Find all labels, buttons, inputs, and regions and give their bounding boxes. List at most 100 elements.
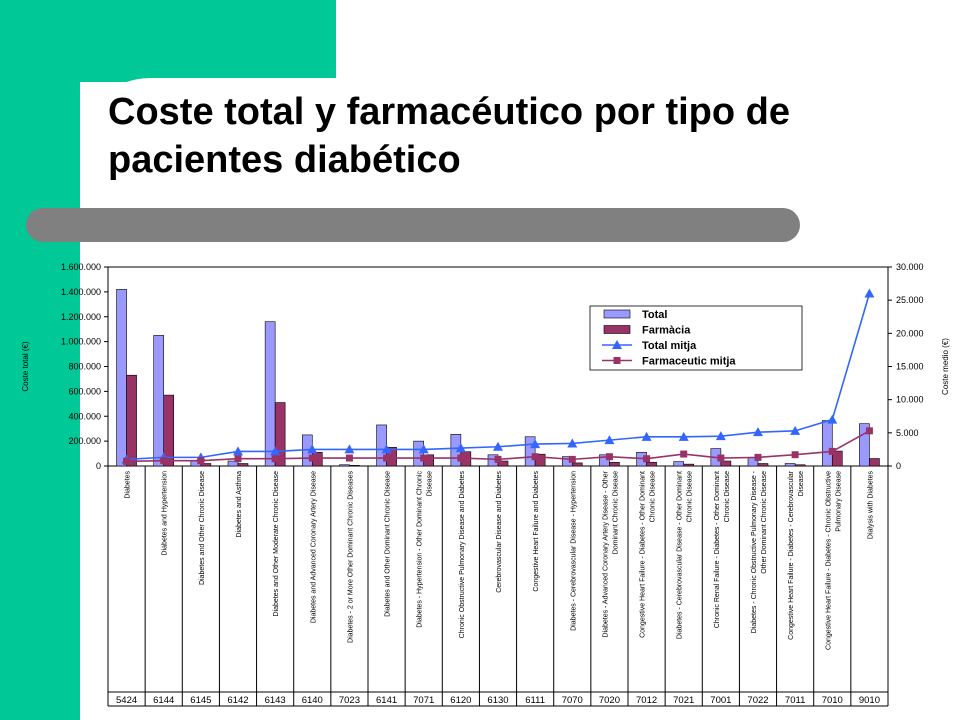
x-category-label: Chronic Renal Failure - Diabetes - Other…	[714, 471, 731, 628]
legend-label: Farmaceutic mitja	[642, 356, 736, 368]
bar-farmacia	[683, 463, 695, 467]
bar-farmacia	[609, 461, 620, 467]
x-category-label-line: Chronic Disease	[650, 471, 657, 522]
y-tick-label: 0	[96, 461, 101, 471]
title-underline-bar	[26, 208, 800, 242]
total-mitja-point	[790, 425, 801, 435]
x-category-label: Diabetes - Cerebrovascular Disease - Hyp…	[570, 471, 577, 631]
x-category-label-line: Diabetes and Asthma	[236, 471, 243, 538]
x-category-label-line: Other Dominant Chronic Disease	[761, 471, 768, 574]
x-code-label: 6145	[190, 695, 211, 706]
bar-farmacia	[163, 394, 175, 467]
farma-mitja-point	[791, 451, 799, 459]
bar-total	[821, 420, 833, 467]
x-category-label-line: Diabetes - Cerebrovascular Disease - Hyp…	[570, 471, 577, 631]
x-category-label: Diabetes and Advanced Coronary Artery Di…	[310, 471, 317, 623]
bar-farmacia	[126, 374, 137, 467]
bar-farmacia	[869, 458, 880, 467]
x-category-label-line: Diabetes and Advanced Coronary Artery Di…	[310, 471, 317, 623]
bar-farmacia	[237, 463, 249, 467]
farma-mitja-point	[828, 447, 836, 455]
y2-axis-label: Coste medio (€)	[941, 338, 950, 395]
total-mitja-point	[827, 414, 838, 424]
x-category-label: Diabetes	[125, 471, 132, 499]
total-mitja-point	[530, 439, 541, 449]
bar-total	[264, 321, 276, 467]
y-tick-label: 400.000	[68, 411, 101, 421]
x-code-label: 7070	[562, 695, 583, 706]
bar-total	[599, 454, 610, 467]
x-category-label-line: Diabetes and Other Chronic Disease	[199, 471, 206, 585]
bar-total	[784, 463, 796, 467]
farma-mitja-point	[308, 454, 316, 462]
x-category-label: Diabetes - Chronic Obstructive Pulmonary…	[751, 470, 768, 633]
y-axis-label: Coste total (€)	[21, 341, 30, 392]
bar-farmacia	[349, 465, 360, 467]
y2-tick-label: 25.000	[896, 295, 924, 305]
x-code-label: 6141	[376, 695, 397, 706]
x-code-label: 7012	[636, 695, 657, 706]
x-category-label-line: Diabetes and Hypertension	[162, 471, 169, 556]
x-category-label-line: Congestive Heart Failure - Diabetes - Ot…	[640, 471, 647, 638]
y-tick-label: 1.200.000	[61, 312, 101, 322]
x-category-label-line: Diabetes and Other Moderate Chronic Dise…	[273, 471, 280, 617]
x-category-label: Congestive Heart Failure - Diabetes - Ot…	[640, 471, 657, 638]
y-tick-label: 1.400.000	[61, 287, 101, 297]
farma-mitja-point	[754, 453, 762, 461]
farma-mitja-point	[197, 457, 205, 465]
total-mitja-point	[381, 444, 392, 454]
x-category-label: Congestive Heart Failure - Diabetes - Ce…	[788, 470, 805, 640]
bar-farmacia	[200, 463, 212, 467]
legend-label: Farmàcia	[642, 325, 691, 337]
bar-farmacia	[757, 463, 769, 467]
farma-mitja-point	[568, 455, 576, 463]
bar-total	[413, 440, 425, 467]
farma-mitja-point	[643, 455, 651, 463]
x-code-label: 7021	[673, 695, 694, 706]
y2-tick-label: 15.000	[896, 362, 924, 372]
bar-farmacia	[274, 402, 286, 467]
x-category-label: Diabetes and Other Chronic Disease	[199, 471, 206, 585]
legend-label: Total mitja	[642, 340, 697, 352]
x-category-label-line: Dialysis with Diabetes	[867, 471, 874, 540]
bar-farmacia	[720, 460, 732, 467]
x-category-label-line: Disease	[798, 471, 805, 496]
total-mitja-point	[604, 435, 615, 445]
x-category-label: Diabetes and Other Moderate Chronic Dise…	[273, 471, 280, 617]
x-category-label-line: Pulmonary Disease	[835, 471, 842, 532]
x-code-label: 7022	[747, 695, 768, 706]
legend-swatch-total	[603, 309, 631, 319]
x-category-label-line: Diabetes - Advanced Coronary Artery Dise…	[602, 470, 609, 637]
x-category-label-line: Chronic Renal Failure - Diabetes - Other…	[714, 471, 721, 628]
bar-total	[339, 464, 350, 467]
x-category-label: Chronic Obstructive Pulmonary Disease an…	[459, 471, 466, 639]
x-category-label-line: Diabetes - Hypertension - Other Dominant…	[417, 471, 424, 628]
bar-farmacia	[794, 464, 806, 467]
x-code-label: 7020	[599, 695, 620, 706]
x-category-label-line: Chronic Obstructive Pulmonary Disease an…	[459, 471, 466, 639]
x-category-label-line: Congestive Heart Failure and Diabetes	[533, 471, 540, 592]
x-category-label: Diabetes and Asthma	[236, 471, 243, 538]
x-code-label: 5424	[116, 695, 137, 706]
x-code-label: 6143	[265, 695, 286, 706]
bar-total	[153, 335, 165, 467]
x-category-label: Diabetes - 2 or More Other Dominant Chro…	[347, 471, 354, 643]
total-mitja-point	[233, 446, 243, 456]
farma-mitja-point	[494, 455, 502, 463]
farma-mitja-point	[160, 457, 168, 465]
x-category-label-line: Chronic Disease	[724, 471, 731, 522]
y-tick-label: 800.000	[68, 362, 101, 372]
total-mitja-point	[567, 438, 578, 448]
bar-farmacia	[831, 450, 843, 467]
total-mitja-point	[678, 431, 689, 441]
y-tick-label: 1.000.000	[61, 337, 101, 347]
x-code-label: 7001	[710, 695, 731, 706]
x-category-label-line: Congestive Heart Failure - Diabetes - Ce…	[788, 470, 795, 640]
total-mitja-point	[418, 444, 429, 454]
x-category-label-line: Diabetes - Chronic Obstructive Pulmonary…	[751, 470, 758, 633]
farma-mitja-point	[123, 457, 131, 465]
bar-farmacia	[497, 460, 509, 467]
total-mitja-point	[455, 443, 466, 453]
y2-tick-label: 0	[896, 461, 901, 471]
